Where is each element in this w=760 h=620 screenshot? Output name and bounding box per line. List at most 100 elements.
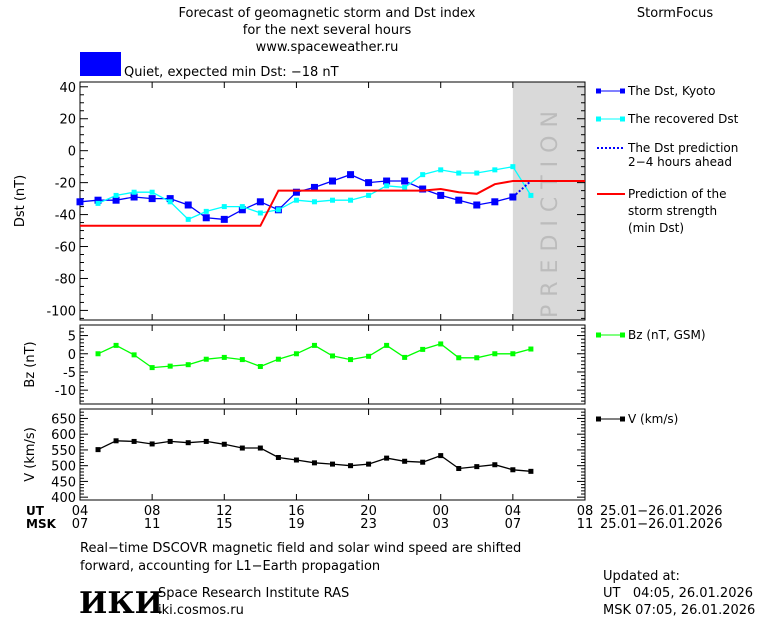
data-point — [239, 204, 245, 210]
data-point — [239, 445, 245, 451]
ut-date-range: 25.01−26.01.2026 — [600, 504, 723, 519]
data-point — [528, 192, 534, 198]
series-line-0-3 — [80, 180, 585, 227]
data-point — [149, 441, 155, 447]
data-point — [257, 364, 263, 370]
data-point — [348, 197, 354, 203]
panel-1: 5 0 -5 -10 Bz (nT) — [23, 324, 586, 405]
data-point — [95, 351, 101, 357]
data-point — [293, 197, 299, 203]
legend-kyoto: The Dst, Kyoto — [627, 84, 715, 98]
data-point — [474, 170, 480, 176]
status-color-box — [80, 52, 121, 76]
y-tick-label: -80 — [55, 272, 76, 287]
data-point — [383, 177, 391, 185]
data-point — [492, 351, 498, 357]
data-point — [167, 199, 173, 205]
data-point — [366, 461, 372, 467]
data-point — [474, 355, 480, 361]
plot-frame — [79, 408, 586, 501]
y-tick-label: 600 — [51, 428, 76, 443]
data-point — [256, 198, 264, 206]
data-point — [366, 353, 372, 359]
msk-tick-label: 07 — [72, 517, 89, 532]
data-point — [94, 196, 102, 204]
data-point — [473, 201, 481, 209]
ut-tick-label: 20 — [360, 504, 377, 519]
legend-marker-bz — [596, 332, 601, 338]
data-point — [185, 440, 191, 446]
data-point — [221, 441, 227, 447]
data-point — [203, 356, 209, 362]
brand-name: StormFocus — [637, 6, 713, 21]
data-point — [402, 184, 408, 190]
institute-site[interactable]: iki.cosmos.ru — [158, 603, 244, 618]
data-point — [76, 198, 84, 206]
ut-tick-label: 04 — [505, 504, 522, 519]
data-point — [148, 195, 156, 203]
data-point — [456, 466, 462, 472]
data-point — [474, 464, 480, 470]
y-tick-label: 550 — [51, 444, 76, 459]
data-point — [293, 351, 299, 357]
data-point — [437, 191, 445, 199]
data-point — [528, 346, 534, 352]
updated-msk: MSK 07:05, 26.01.2026 — [603, 603, 755, 618]
data-point — [365, 179, 373, 187]
data-point — [257, 445, 263, 451]
data-point — [203, 438, 209, 444]
y-axis-label: Dst (nT) — [13, 175, 28, 227]
series-line-0-0 — [79, 173, 514, 221]
legend-min-dst-3: (min Dst) — [628, 221, 684, 235]
data-point — [420, 172, 426, 178]
legend-marker-kyoto — [596, 88, 601, 94]
data-point — [348, 357, 354, 363]
msk-tick-label: 03 — [432, 517, 449, 532]
y-tick-label: 500 — [51, 460, 76, 475]
y-tick-label: 0 — [68, 348, 76, 363]
y-axis-label: Bz (nT) — [23, 341, 38, 387]
y-tick-label: -20 — [55, 177, 76, 192]
legend-bz: Bz (nT, GSM) — [628, 328, 706, 342]
ut-tick-label: 00 — [432, 504, 449, 519]
y-tick-label: 400 — [51, 491, 76, 506]
data-point — [203, 208, 209, 214]
data-point — [166, 195, 174, 203]
data-point — [202, 214, 210, 222]
data-point — [275, 207, 281, 213]
data-point — [438, 167, 444, 173]
institute-name: Space Research Institute RAS — [158, 586, 349, 601]
y-tick-label: 40 — [59, 81, 76, 96]
data-point — [384, 455, 390, 461]
legend-prediction-2: 2−4 hours ahead — [628, 155, 732, 169]
data-point — [220, 215, 228, 223]
data-point — [310, 183, 318, 191]
status-text: Quiet, expected min Dst: −18 nT — [124, 65, 339, 80]
iki-logo: ИКИ — [79, 586, 163, 620]
data-point — [293, 457, 299, 463]
data-point — [330, 353, 335, 359]
panel-0: 40 20 0 -20 -40 -60 -80 -100 Dst (nT) — [13, 81, 586, 321]
data-point — [167, 438, 173, 444]
legend-prediction: The Dst prediction — [627, 141, 738, 155]
ut-tick-label: 12 — [216, 504, 233, 519]
data-point — [131, 438, 137, 444]
data-point — [528, 468, 534, 474]
data-point — [131, 189, 137, 195]
data-point — [113, 342, 119, 348]
title-line-2: for the next several hours — [243, 23, 412, 38]
msk-tick-label: 15 — [216, 517, 233, 532]
legend-min-dst: Prediction of the — [628, 187, 727, 201]
ut-tick-label: 16 — [288, 504, 305, 519]
y-tick-label: -5 — [63, 366, 76, 381]
series-line-2-0 — [97, 440, 531, 472]
ut-tick-label: 08 — [144, 504, 161, 519]
data-point — [510, 164, 516, 170]
data-point — [420, 346, 426, 352]
data-point — [130, 193, 138, 201]
data-point — [221, 354, 227, 360]
data-point — [419, 185, 427, 193]
y-tick-label: -100 — [46, 304, 76, 319]
data-point — [95, 447, 101, 453]
